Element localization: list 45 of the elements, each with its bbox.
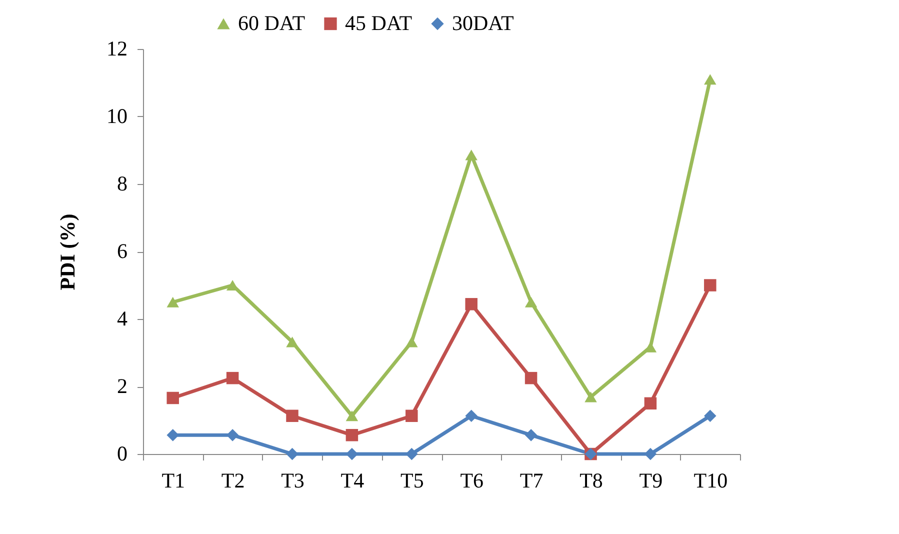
x-tick-label: T3: [281, 468, 304, 492]
point: [704, 279, 716, 292]
x-tick-label: T2: [221, 468, 245, 492]
point: [465, 150, 478, 160]
x-tick-label: T6: [460, 468, 484, 492]
x-tick-label: T8: [580, 468, 603, 492]
point: [286, 448, 298, 460]
x-tick-label: T5: [400, 468, 424, 492]
x-tick-label: T1: [162, 468, 186, 492]
point: [524, 428, 538, 442]
point: [166, 296, 179, 308]
y-tick-label: 2: [117, 374, 128, 398]
point: [286, 410, 298, 422]
point: [346, 428, 358, 442]
point: [704, 410, 716, 422]
x-tick-label: T9: [639, 468, 663, 492]
y-tick-label: 6: [117, 239, 128, 263]
y-tick-label: 12: [106, 36, 128, 60]
y-tick-label: 4: [117, 306, 128, 330]
point: [524, 372, 538, 384]
point: [346, 410, 358, 422]
point: [166, 392, 179, 404]
point: [286, 336, 298, 348]
point: [465, 410, 478, 422]
point: [226, 372, 239, 384]
x-tick-label: T4: [340, 468, 365, 492]
x-tick-label: T7: [520, 468, 544, 492]
point: [644, 397, 657, 410]
point: [406, 336, 418, 348]
y-tick-label: 0: [117, 442, 128, 466]
point: [644, 448, 657, 460]
point: [406, 448, 418, 460]
y-tick-label: 8: [117, 172, 128, 196]
point: [584, 392, 597, 402]
y-axis-title: PDI (%): [56, 214, 80, 290]
point: [704, 74, 716, 85]
legend-label: 60 DAT: [238, 10, 306, 35]
y-tick-label: 10: [106, 104, 128, 128]
point: [465, 298, 478, 310]
point: [166, 428, 179, 442]
legend-label: 45 DAT: [345, 10, 412, 35]
x-tick-label: T10: [694, 468, 728, 492]
legend-label: 30DAT: [452, 10, 514, 35]
point: [524, 296, 538, 308]
point: [406, 410, 418, 422]
